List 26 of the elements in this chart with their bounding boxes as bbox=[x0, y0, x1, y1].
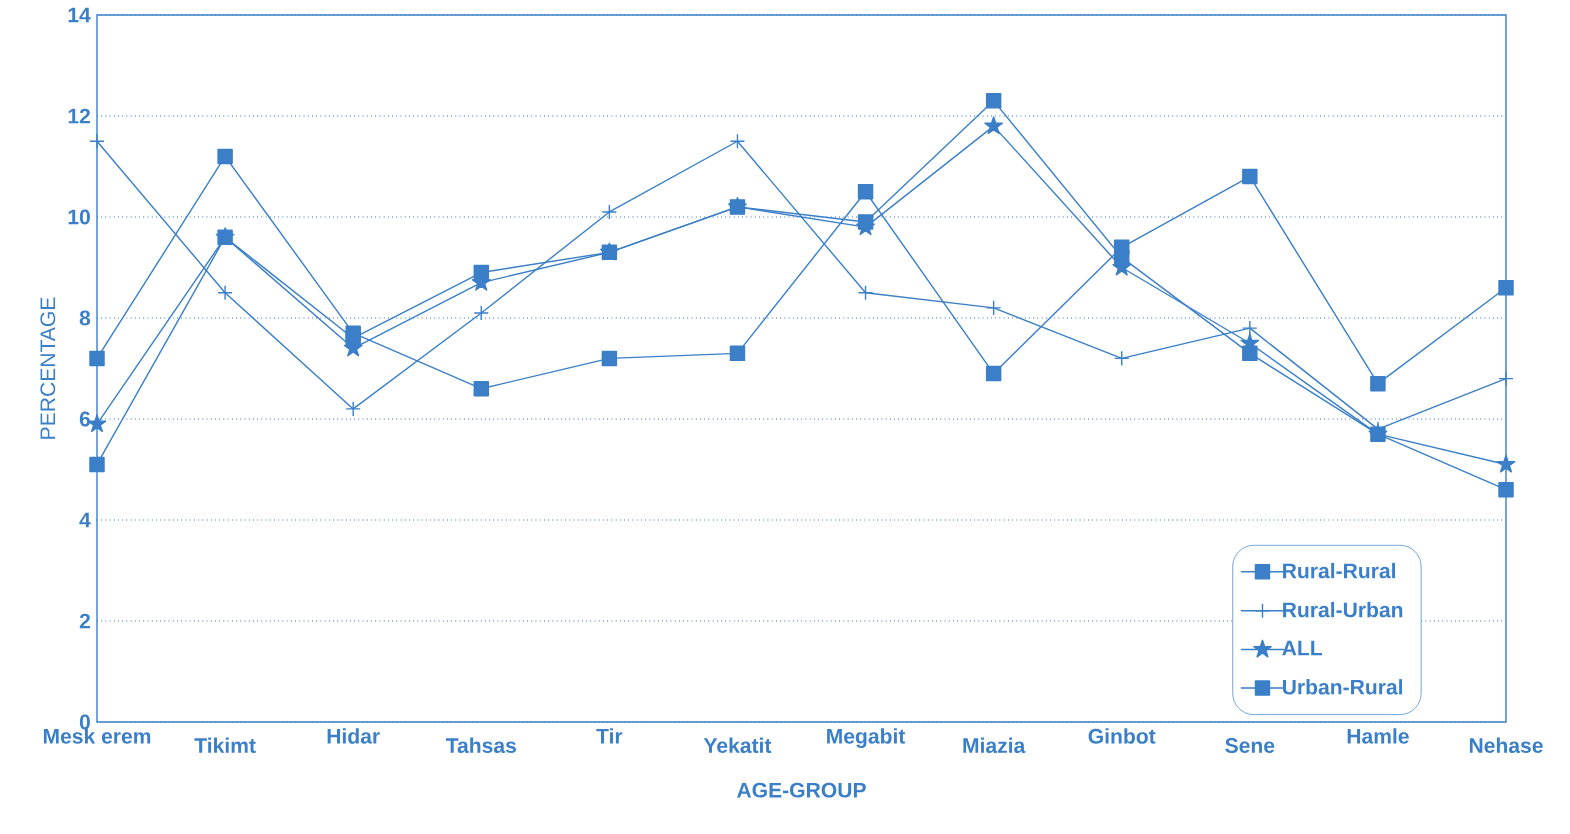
y-tick-label: 2 bbox=[79, 613, 90, 629]
x-tick-label: Tikimt bbox=[194, 737, 256, 753]
legend-label: Urban-Rural bbox=[1282, 679, 1403, 695]
x-tick-label: Mesk erem bbox=[43, 728, 151, 744]
x-tick-label: Tahsas bbox=[445, 737, 516, 753]
x-tick-label: Hidar bbox=[327, 728, 380, 744]
x-tick-label: Miazia bbox=[963, 737, 1026, 753]
x-tick-label: Yekatit bbox=[703, 737, 772, 753]
x-tick-label: Tir bbox=[596, 728, 623, 744]
y-tick-label: 6 bbox=[79, 411, 91, 427]
x-tick-label: Megabit bbox=[827, 728, 906, 748]
legend-label: Rural-Rural bbox=[1283, 562, 1396, 579]
y-tick-label: 8 bbox=[79, 310, 91, 326]
y-tick-label: 0 bbox=[79, 714, 90, 730]
legend-label: Rural-Urban bbox=[1283, 601, 1403, 618]
y-tick-label: 10 bbox=[68, 209, 90, 225]
x-axis-title: AGE-GROUP bbox=[737, 782, 866, 798]
x-tick-label: Nehase bbox=[1469, 737, 1543, 753]
legend-label: ALL bbox=[1282, 640, 1323, 656]
x-tick-label: Sene bbox=[1225, 738, 1275, 753]
x-tick-label: Hamle bbox=[1347, 728, 1409, 744]
y-tick-label: 14 bbox=[68, 7, 91, 23]
y-axis-title: PERCENTAGE bbox=[40, 297, 56, 439]
x-tick-label: Ginbot bbox=[1088, 728, 1156, 744]
y-tick-label: 4 bbox=[79, 512, 91, 528]
y-tick-label: 12 bbox=[68, 108, 90, 124]
